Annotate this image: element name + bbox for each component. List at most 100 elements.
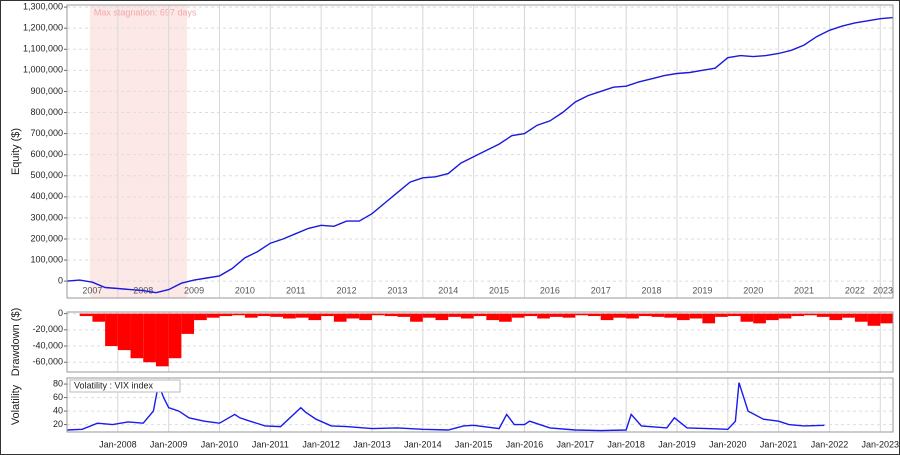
bar: [448, 313, 461, 317]
y-tick-label: 20: [53, 419, 63, 429]
y-tick-label: 80: [53, 378, 63, 388]
x-tick-label: Jan-2018: [607, 439, 645, 449]
plot: [79, 313, 893, 367]
y-tick-label: 300,000: [30, 212, 63, 222]
bar: [257, 313, 271, 317]
bar: [143, 313, 156, 363]
bar: [384, 313, 398, 317]
x-tick-label: 2012: [337, 285, 357, 295]
line: [67, 16, 893, 294]
x-tick-label: Jan-2020: [709, 439, 747, 449]
bar: [867, 313, 881, 326]
bar: [524, 313, 538, 317]
x-tick-label: 2017: [591, 285, 611, 295]
x-tick-label: Jan-2023: [862, 439, 900, 449]
bar: [753, 313, 766, 324]
bar: [638, 313, 652, 317]
y-tick-label: 600,000: [30, 149, 63, 159]
bar: [842, 313, 855, 318]
bar: [181, 313, 195, 334]
bar: [206, 313, 220, 318]
x-tick-label: 2021: [794, 285, 814, 295]
y-tick-label: 900,000: [30, 86, 63, 96]
x-tick-label: 2020: [743, 285, 763, 295]
bar: [79, 313, 93, 317]
y-tick-label: 0: [58, 276, 63, 286]
bar: [168, 313, 182, 359]
plot-area: [67, 378, 893, 432]
bar: [778, 313, 792, 319]
bar: [397, 313, 411, 317]
y-tick-label: 700,000: [30, 128, 63, 138]
x-tick-label: Jan-2008: [99, 439, 137, 449]
bar: [410, 313, 423, 322]
bar: [359, 313, 372, 321]
bar: [155, 313, 169, 367]
x-tick-label: Jan-2014: [404, 439, 442, 449]
bar: [283, 313, 296, 319]
bar: [333, 313, 347, 322]
plot-frame: [66, 311, 894, 373]
y-tick-label: 1,000,000: [23, 65, 63, 75]
x-tick-label: 2007: [82, 285, 102, 295]
x-tick-label: Jan-2011: [252, 439, 289, 449]
x-tick-label: Jan-2010: [201, 439, 239, 449]
x-tick-label: 2022: [845, 285, 865, 295]
x-tick-label: 2018: [642, 285, 662, 295]
bar: [880, 313, 893, 324]
bar: [537, 313, 550, 319]
bar: [740, 313, 754, 322]
bar: [575, 313, 589, 316]
bar: [765, 313, 779, 321]
bar: [499, 313, 512, 322]
y-tick-label: 1,200,000: [23, 23, 63, 33]
y-axis-title: Drawdown ($): [10, 308, 22, 376]
stagnation-band: [89, 5, 187, 298]
x-tick-label: Jan-2012: [302, 439, 340, 449]
x-tick-label: 2009: [184, 285, 204, 295]
bar: [270, 313, 284, 317]
y-tick-label: 200,000: [30, 233, 63, 243]
y-tick-label: 1,300,000: [23, 1, 63, 11]
plot-frame: [66, 4, 894, 299]
bar: [613, 313, 627, 318]
y-axis-title: Equity ($): [10, 128, 22, 175]
bar: [651, 313, 665, 317]
y-tick-label: -20,000: [32, 324, 63, 334]
bar: [676, 313, 690, 321]
y-tick-label: 0: [58, 308, 63, 318]
x-tick-label: 2019: [692, 285, 712, 295]
bar: [588, 313, 601, 317]
bar: [689, 313, 703, 319]
y-tick-label: 400,000: [30, 191, 63, 201]
bar: [244, 313, 258, 318]
line: [67, 381, 825, 432]
bar: [702, 313, 716, 324]
x-tick-label: Jan-2016: [506, 439, 544, 449]
bar: [715, 313, 728, 317]
y-tick-label: -40,000: [32, 340, 63, 350]
bar: [511, 313, 525, 318]
bar: [232, 313, 245, 316]
x-tick-label: 2023: [873, 285, 893, 295]
legend-label: Volatility : VIX index: [74, 380, 154, 390]
bar: [130, 313, 144, 359]
bar: [816, 313, 830, 317]
y-axis-title: Volatility: [10, 384, 22, 425]
bar: [626, 313, 639, 319]
x-tick-label: Jan-2015: [455, 439, 493, 449]
x-tick-label: 2013: [387, 285, 407, 295]
bar: [371, 313, 385, 316]
plot-area: [67, 5, 893, 298]
bar: [194, 313, 207, 321]
bar: [219, 313, 233, 317]
stagnation-label: Max stagnation: 697 days: [94, 7, 197, 17]
x-tick-label: Jan-2019: [658, 439, 696, 449]
bar: [829, 313, 843, 321]
bar: [422, 313, 436, 318]
bar: [460, 313, 474, 319]
bar: [486, 313, 500, 321]
bar: [92, 313, 106, 322]
